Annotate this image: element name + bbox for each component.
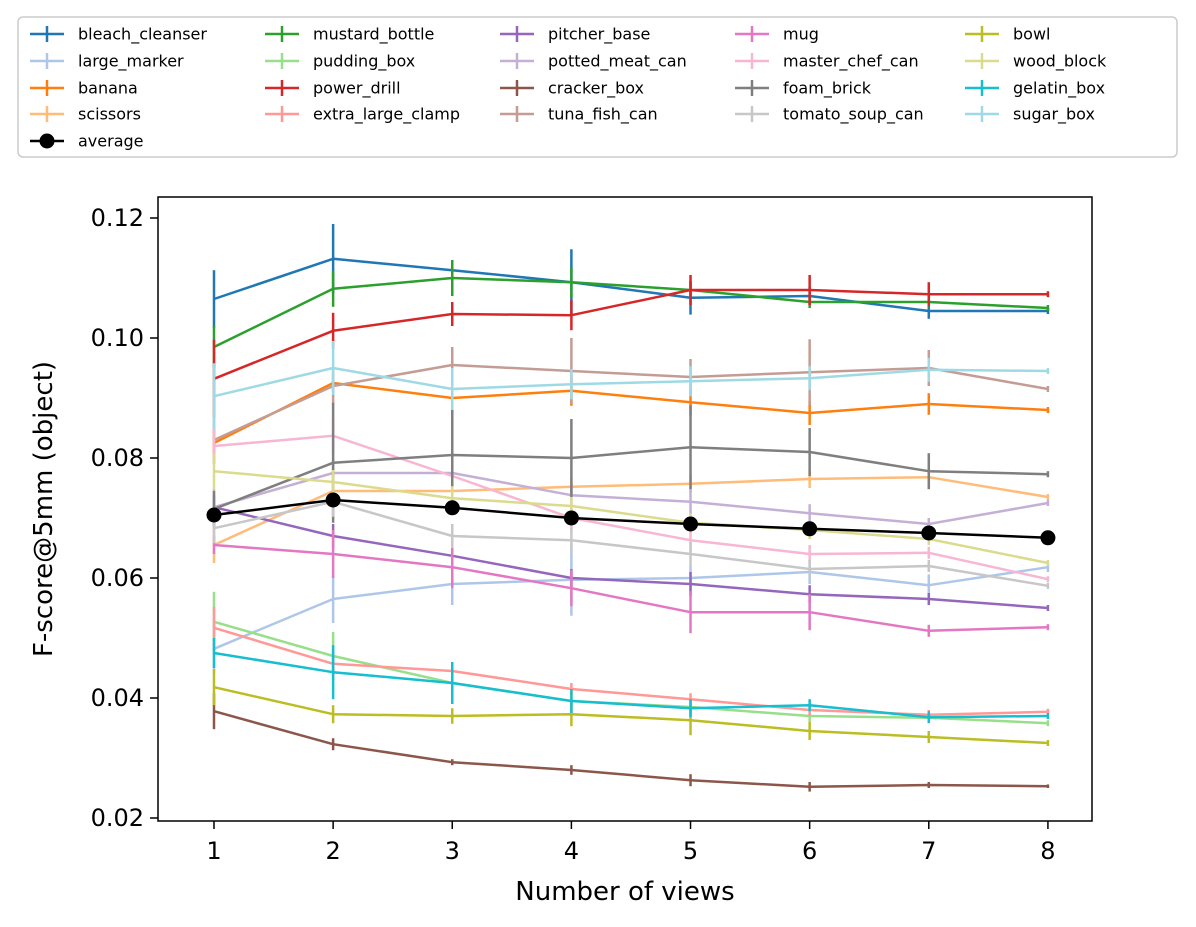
legend-entry-tuna-fish-can: tuna_fish_can [500, 105, 658, 125]
legend-label-power-drill: power_drill [313, 79, 401, 99]
point-average-3 [444, 500, 460, 516]
legend-label-gelatin-box: gelatin_box [1013, 79, 1105, 99]
legend-entry-mustard-bottle: mustard_bottle [265, 25, 434, 45]
y-tick-label-0.02: 0.02 [91, 804, 144, 832]
legend-entry-sugar-box: sugar_box [965, 105, 1095, 125]
legend-label-cracker-box: cracker_box [548, 79, 644, 99]
axes-frame [157, 196, 1093, 822]
legend-label-tomato-soup-can: tomato_soup_can [783, 105, 924, 125]
series-line-tomato-soup-can [213, 500, 1049, 588]
legend-entry-potted-meat-can: potted_meat_can [500, 52, 687, 72]
legend-label-extra-large-clamp: extra_large_clamp [313, 105, 460, 125]
legend-entry-bowl: bowl [965, 25, 1050, 44]
legend-entry-foam-brick: foam_brick [735, 79, 872, 99]
x-tick-label-6: 6 [802, 837, 817, 865]
point-average-5 [683, 516, 699, 532]
legend-entry-tomato-soup-can: tomato_soup_can [735, 105, 924, 125]
y-tick-label-0.04: 0.04 [91, 684, 144, 712]
x-tick-label-4: 4 [564, 837, 579, 865]
legend-label-banana: banana [78, 79, 138, 98]
x-tick-label-1: 1 [206, 837, 221, 865]
x-tick-label-3: 3 [445, 837, 460, 865]
legend-frame [17, 16, 1178, 158]
point-average-7 [921, 525, 937, 541]
series-line-average [213, 498, 1048, 540]
x-tick-label-2: 2 [325, 837, 340, 865]
series-average [206, 492, 1056, 546]
y-tick-label-0.08: 0.08 [91, 444, 144, 472]
series-line-mug [213, 543, 1048, 633]
series-line-large-marker [213, 565, 1049, 650]
legend-label-foam-brick: foam_brick [783, 79, 872, 99]
x-tick-label-8: 8 [1040, 837, 1055, 865]
point-average-1 [206, 507, 222, 523]
legend-label-mug: mug [783, 25, 819, 44]
legend-label-average: average [78, 132, 144, 151]
series-line-sugar-box [213, 366, 1048, 398]
legend-entry-wood-block: wood_block [965, 52, 1107, 72]
series-line-power-drill [213, 288, 1048, 380]
y-tick-label-0.10: 0.10 [91, 324, 144, 352]
legend-label-master-chef-can: master_chef_can [783, 52, 919, 72]
legend-label-scissors: scissors [78, 105, 141, 124]
legend-label-potted-meat-can: potted_meat_can [548, 52, 687, 72]
legend-label-bowl: bowl [1013, 25, 1050, 44]
legend-label-sugar-box: sugar_box [1013, 105, 1095, 125]
series-line-bleach-cleanser [213, 257, 1048, 313]
y-axis: 0.02 0.04 0.06 0.08 0.10 0.12 [91, 204, 158, 832]
legend-entry-master-chef-can: master_chef_can [735, 52, 919, 72]
legend-entry-bleach-cleanser: bleach_cleanser [30, 25, 207, 45]
series-line-tuna-fish-can [213, 363, 1049, 442]
series-line-potted-meat-can [213, 471, 1049, 526]
series-mug [212, 530, 1050, 637]
series-line-cracker-box [213, 709, 1048, 789]
series-line-master-chef-can [213, 434, 1049, 581]
legend-label-tuna-fish-can: tuna_fish_can [548, 105, 658, 125]
y-tick-label-0.06: 0.06 [91, 564, 144, 592]
legend-label-bleach-cleanser: bleach_cleanser [78, 25, 207, 45]
legend-entry-pitcher-base: pitcher_base [500, 25, 650, 45]
point-average-6 [802, 521, 818, 537]
x-tick-label-7: 7 [921, 837, 936, 865]
series-line-pitcher-base [213, 505, 1049, 610]
legend-label-pitcher-base: pitcher_base [548, 25, 650, 45]
y-tick-label-0.12: 0.12 [91, 204, 144, 232]
series-line-banana [213, 381, 1048, 445]
series-line-mustard-bottle [213, 276, 1048, 349]
series-gelatin-box [212, 638, 1050, 724]
legend-label-mustard-bottle: mustard_bottle [313, 25, 434, 45]
point-average-2 [325, 492, 341, 508]
series-line-gelatin-box [213, 651, 1048, 719]
x-axis: 1 2 3 4 5 6 7 8 [206, 821, 1056, 865]
series-sugar-box [212, 341, 1050, 430]
legend-label-wood-block: wood_block [1013, 52, 1107, 72]
legend-entry-banana: banana [30, 79, 138, 98]
x-tick-label-5: 5 [683, 837, 698, 865]
legend-entry-average: average [30, 132, 144, 151]
series-line-scissors [213, 475, 1049, 547]
legend-entry-large-marker: large_marker [30, 52, 184, 72]
legend-marker-average [39, 133, 55, 149]
legend-label-pudding-box: pudding_box [313, 52, 415, 72]
series-line-bowl [213, 685, 1048, 745]
point-average-4 [563, 510, 579, 526]
legend-entry-pudding-box: pudding_box [265, 52, 415, 72]
y-axis-label: F-score@5mm (object) [29, 361, 59, 657]
legend-label-large-marker: large_marker [78, 52, 184, 72]
point-average-8 [1040, 530, 1056, 546]
series-line-foam-brick [213, 445, 1048, 511]
legend-entry-gelatin-box: gelatin_box [965, 79, 1105, 99]
series-layer [206, 224, 1056, 792]
series-line-wood-block [213, 469, 1049, 565]
legend-entry-mug: mug [735, 25, 819, 44]
legend-entry-scissors: scissors [30, 105, 141, 124]
legend-entry-extra-large-clamp: extra_large_clamp [265, 105, 460, 125]
x-axis-label: Number of views [515, 877, 734, 907]
legend-entry-power-drill: power_drill [265, 79, 401, 99]
legend-entry-cracker-box: cracker_box [500, 79, 644, 99]
